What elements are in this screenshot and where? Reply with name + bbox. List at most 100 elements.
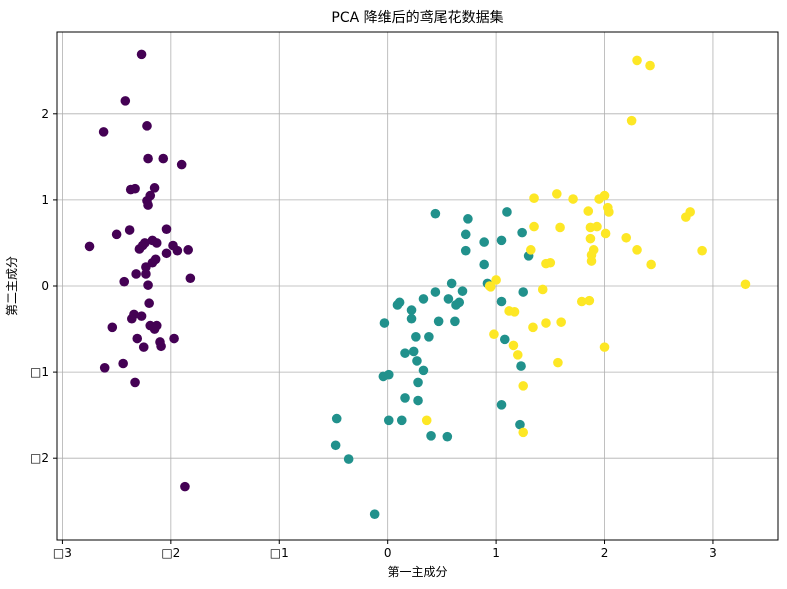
y-tick-label: 0 [41, 279, 49, 293]
data-point [681, 212, 691, 222]
data-point [592, 221, 602, 232]
data-point [529, 221, 539, 232]
data-point [161, 224, 172, 234]
data-point [518, 381, 529, 391]
data-point [430, 287, 441, 297]
data-point [583, 206, 594, 216]
data-point [141, 269, 151, 279]
data-point [99, 362, 110, 373]
data-point [621, 232, 632, 243]
data-point [124, 225, 135, 235]
data-point [740, 279, 751, 290]
data-point [489, 329, 499, 340]
data-point [137, 240, 148, 251]
data-point [632, 55, 642, 66]
point-group-2 [421, 55, 751, 438]
data-point [418, 365, 429, 376]
data-point [131, 269, 141, 279]
data-point [413, 377, 423, 388]
data-point [185, 273, 196, 284]
data-point [508, 340, 519, 351]
data-point [418, 294, 429, 304]
data-point [576, 296, 587, 307]
data-point [408, 346, 419, 357]
x-tick-label: 1 [492, 546, 500, 560]
data-point [460, 245, 471, 256]
data-point [383, 415, 394, 426]
data-point [496, 296, 507, 307]
data-point [142, 121, 152, 131]
data-point [172, 245, 183, 256]
y-tick-label: □1 [30, 365, 49, 379]
data-point [586, 256, 597, 266]
x-tick-label: □1 [270, 546, 289, 560]
data-point [149, 183, 160, 193]
point-group-1 [330, 207, 534, 519]
data-point [158, 153, 169, 164]
data-point [537, 284, 548, 295]
data-point [169, 333, 179, 344]
axis-ticks: □3 □2 □1 0 1 2 3 □2 □1 0 1 2 [30, 107, 717, 560]
data-point [176, 159, 187, 170]
data-point [430, 208, 441, 219]
data-point [412, 356, 422, 366]
x-tick-label: □2 [161, 546, 180, 560]
data-point [515, 419, 525, 430]
data-point [556, 317, 566, 327]
data-point [180, 481, 190, 492]
data-point [645, 60, 655, 71]
data-point [406, 305, 417, 315]
data-point [585, 233, 596, 244]
data-point [450, 316, 460, 327]
data-point [132, 333, 143, 344]
data-point [379, 318, 390, 328]
data-point [442, 431, 453, 442]
data-point [130, 377, 140, 388]
data-point [406, 313, 417, 324]
data-point [552, 189, 562, 199]
data-point [516, 361, 526, 371]
data-point [599, 342, 610, 352]
data-point [143, 280, 153, 290]
point-group-0 [84, 49, 196, 492]
data-point [127, 313, 137, 324]
data-point [632, 245, 642, 255]
data-point [369, 509, 380, 519]
data-point [529, 193, 539, 203]
x-tick-label: 2 [601, 546, 609, 560]
data-point [383, 369, 394, 380]
data-point [136, 311, 147, 321]
y-axis-label: 第二主成分 [5, 256, 19, 316]
data-point [111, 229, 122, 240]
data-point [396, 415, 407, 426]
data-point [130, 183, 140, 194]
x-tick-label: □3 [53, 546, 72, 560]
data-point [331, 413, 342, 424]
data-point [502, 207, 512, 217]
data-point [479, 259, 489, 270]
data-point [541, 318, 551, 328]
data-point [421, 415, 432, 426]
data-point [646, 259, 656, 270]
data-point [119, 276, 130, 287]
data-point [400, 393, 410, 403]
data-point [484, 281, 495, 291]
data-point [136, 49, 147, 60]
data-point [143, 200, 153, 210]
data-point [424, 332, 434, 342]
data-point [161, 248, 172, 259]
data-point [443, 294, 454, 304]
data-point [496, 235, 507, 246]
data-point [499, 334, 510, 345]
data-point [183, 245, 193, 255]
data-point [149, 324, 160, 334]
x-tick-label: 3 [709, 546, 717, 560]
data-point [84, 241, 95, 252]
data-point [400, 348, 410, 358]
data-point [512, 350, 523, 360]
data-points [84, 49, 751, 519]
data-point [518, 427, 529, 438]
data-point [120, 96, 131, 106]
